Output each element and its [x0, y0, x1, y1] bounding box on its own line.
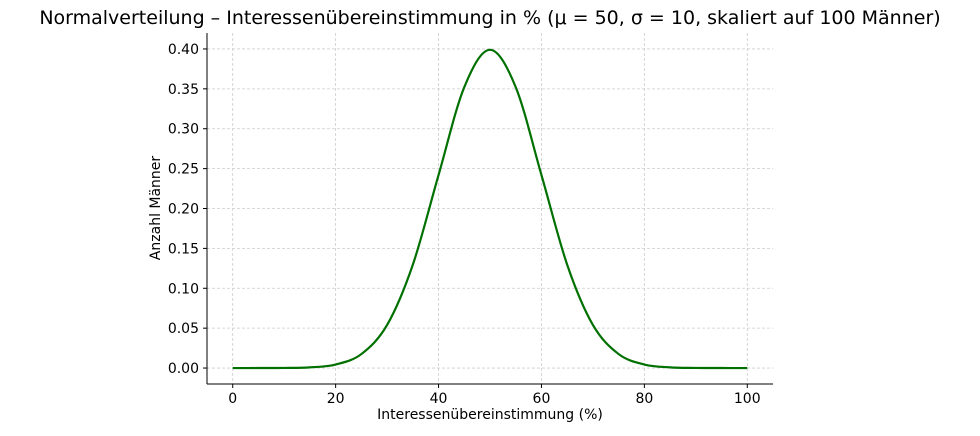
- x-tick-label: 40: [430, 391, 448, 407]
- y-tick-label: 0.10: [168, 281, 199, 297]
- ticks: 0 20 40 60 80 100 0.00 0.05 0.10 0.15 0.20 0.25 0.30…: [168, 42, 761, 407]
- y-tick-label: 0.00: [168, 361, 199, 377]
- y-tick-label: 0.05: [168, 321, 199, 337]
- chart-title: Normalverteilung – Interessenübereinstim…: [39, 7, 940, 29]
- grid: [207, 33, 773, 384]
- y-tick-label: 0.20: [168, 202, 199, 218]
- y-tick-label: 0.25: [168, 162, 199, 178]
- x-axis-label: Interessenübereinstimmung (%): [377, 407, 603, 423]
- y-tick-label: 0.30: [168, 122, 199, 138]
- y-tick-label: 0.40: [168, 42, 199, 58]
- y-axis-label: Anzahl Männer: [148, 156, 164, 261]
- x-tick-label: 0: [228, 391, 237, 407]
- series-line: [232, 48, 748, 370]
- x-tick-label: 20: [327, 391, 345, 407]
- y-tick-label: 0.35: [168, 82, 199, 98]
- x-tick-label: 80: [635, 391, 653, 407]
- x-tick-label: 100: [734, 391, 761, 407]
- x-tick-label: 60: [533, 391, 551, 407]
- y-tick-label: 0.15: [168, 241, 199, 257]
